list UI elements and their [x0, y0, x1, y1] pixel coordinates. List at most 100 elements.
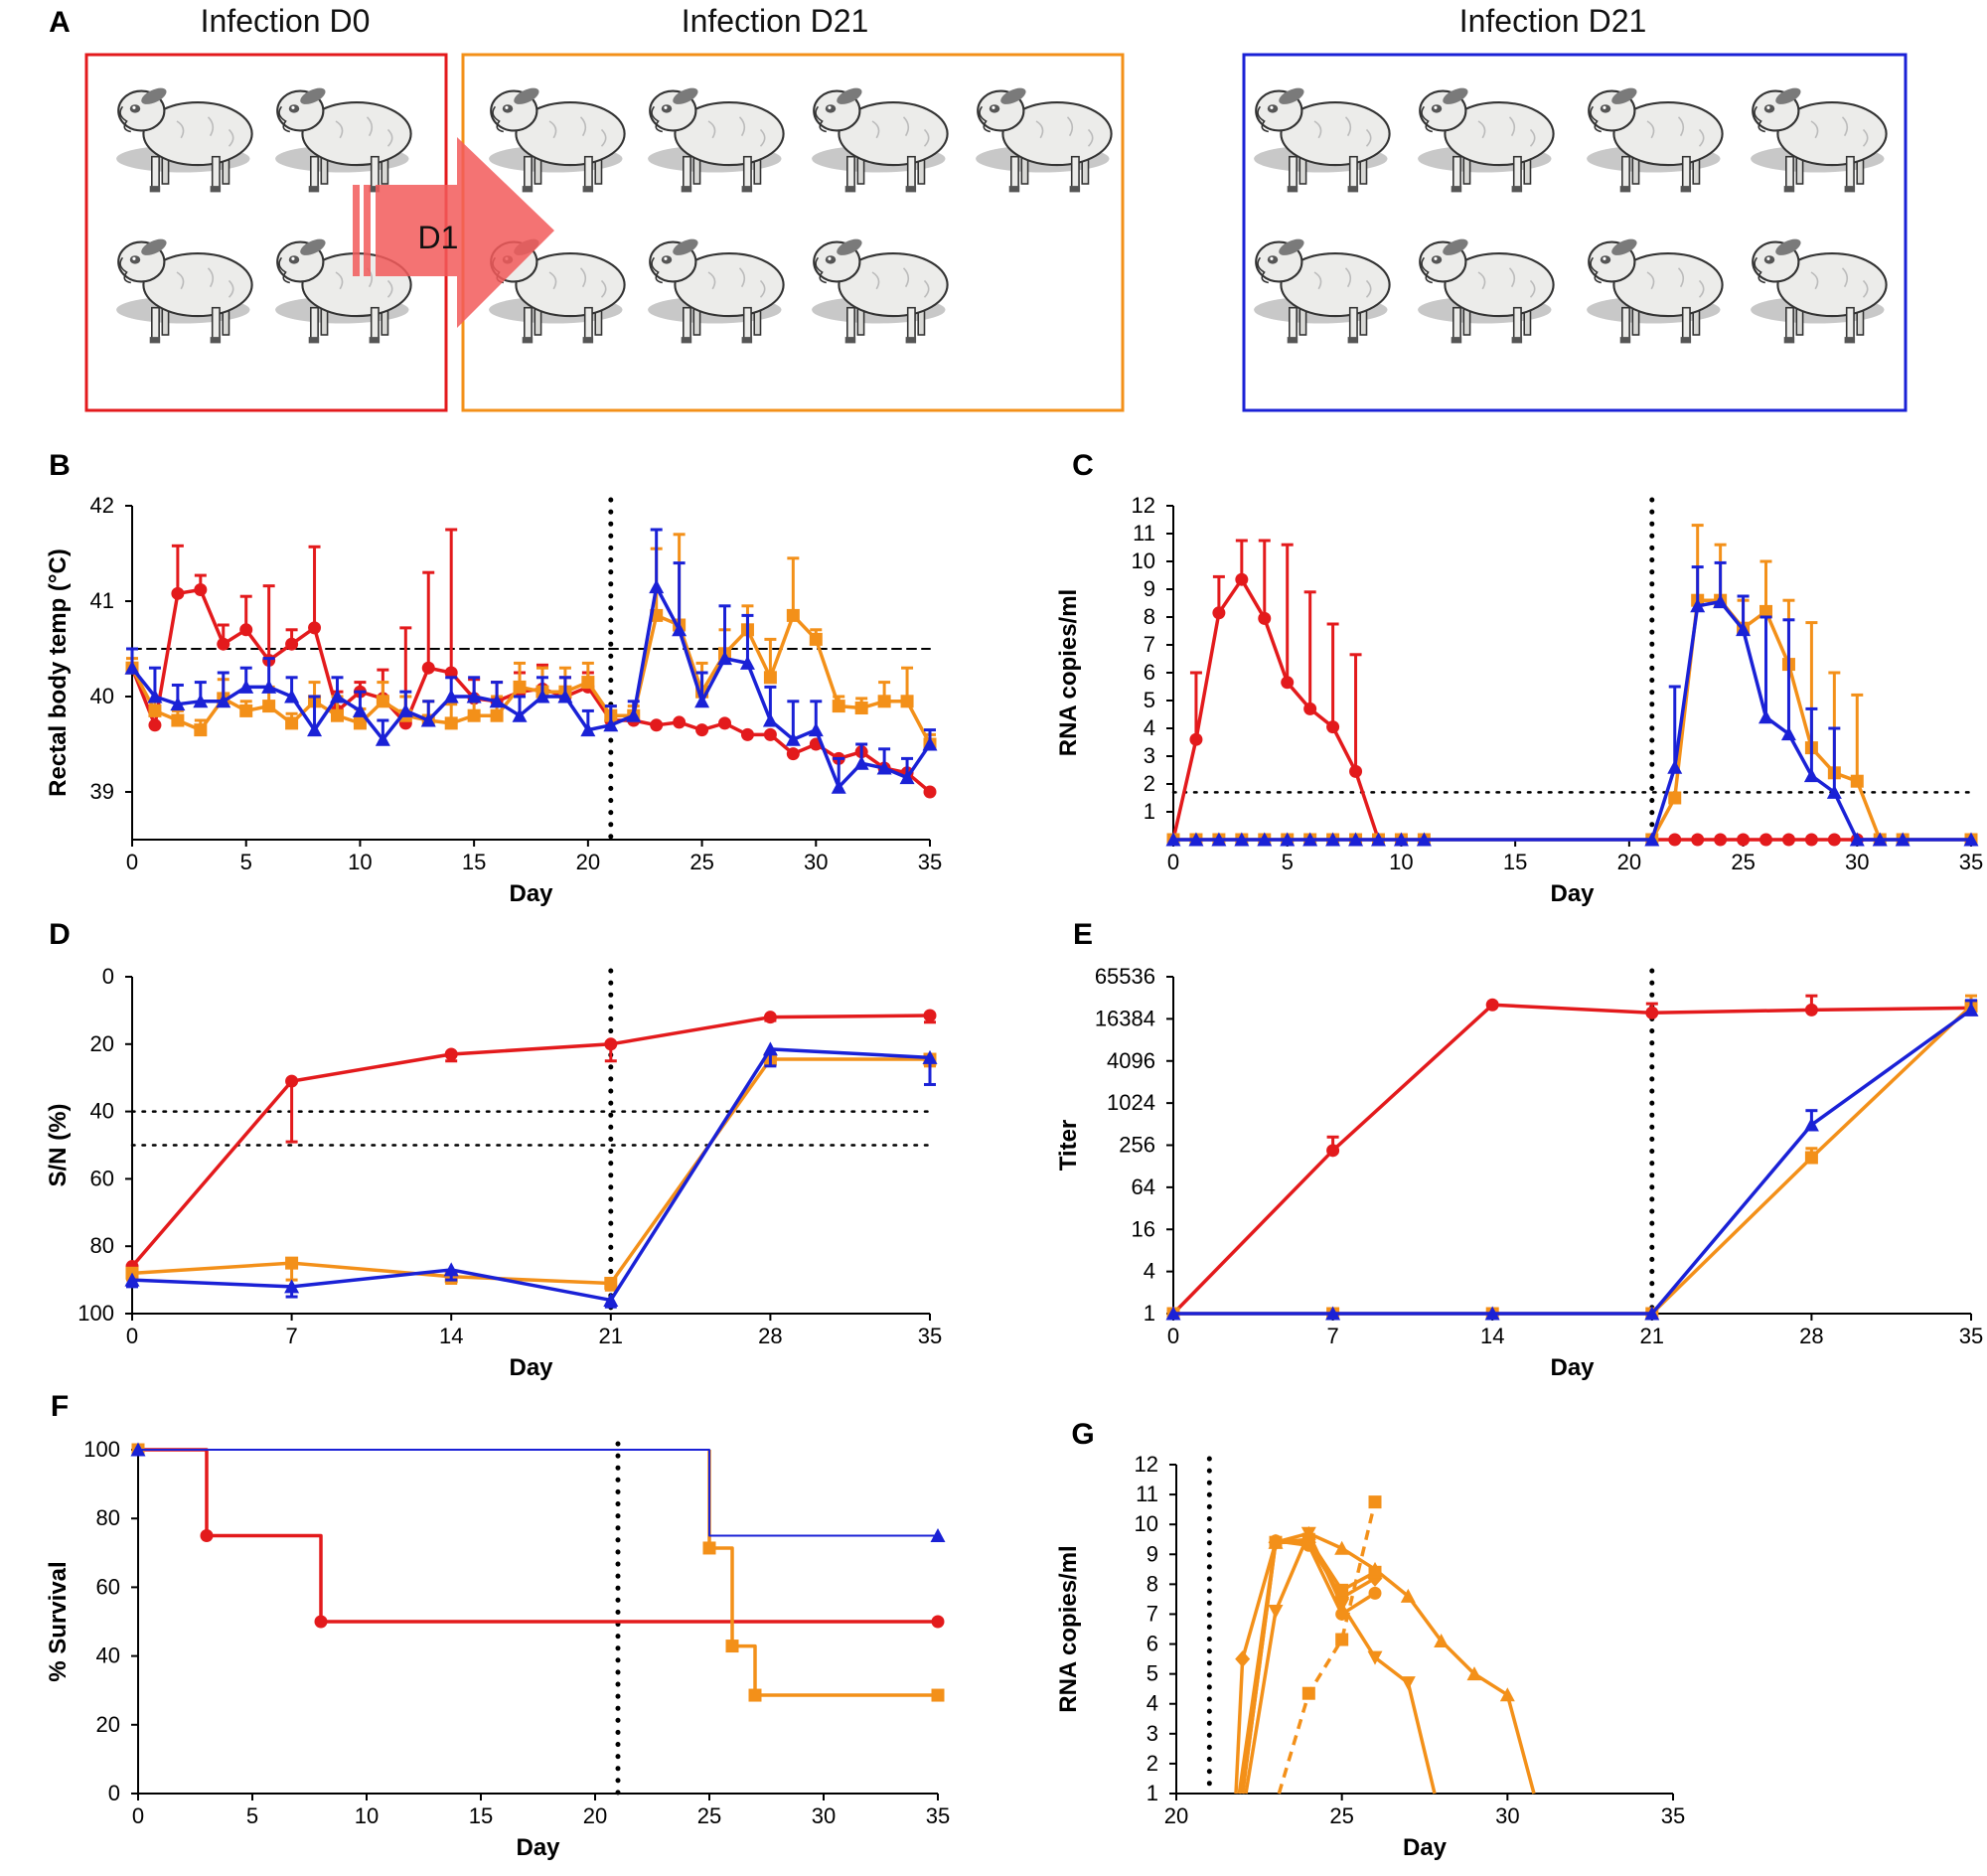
data-point — [1280, 832, 1296, 847]
data-point — [284, 689, 300, 704]
series-d21-control — [130, 1442, 946, 1542]
x-tick-label: 28 — [1799, 1324, 1823, 1348]
series-d0-infected — [125, 1009, 937, 1275]
data-point — [171, 586, 185, 600]
panel-letter-a: A — [49, 6, 71, 39]
data-point — [376, 695, 389, 708]
series-line — [130, 1014, 931, 1268]
y-tick-label: 40 — [90, 1099, 114, 1124]
data-point — [1334, 1540, 1350, 1555]
sheep-icon — [647, 83, 785, 194]
data-point — [694, 694, 710, 708]
series-animal-6 — [1240, 1525, 1536, 1795]
data-point — [1872, 832, 1888, 847]
y-tick-label: 2 — [1144, 771, 1155, 796]
arrow-stripe — [364, 185, 371, 276]
data-point — [1668, 833, 1682, 847]
x-tick-label: 20 — [583, 1803, 607, 1828]
data-point — [923, 1009, 937, 1022]
data-point — [314, 1615, 328, 1629]
x-tick-label: 25 — [689, 850, 713, 874]
chart-d: D Day S/N (%) 0 7 14 21 28 35 0 20 40 60 80 100 — [45, 918, 942, 1381]
data-point — [307, 722, 323, 737]
data-point — [718, 716, 732, 730]
data-point — [171, 713, 185, 727]
data-point — [1349, 764, 1363, 778]
y-tick-label: 3 — [1146, 1721, 1158, 1746]
y-tick-label: 8 — [1144, 604, 1155, 629]
data-point — [1303, 702, 1317, 715]
series-line — [1171, 577, 1381, 841]
data-point — [1258, 611, 1272, 625]
y-tick-label: 60 — [96, 1574, 120, 1599]
y-tick-label: 11 — [1136, 1482, 1158, 1506]
panel-letter-b: B — [49, 449, 71, 482]
data-point — [930, 1528, 946, 1542]
series-line — [1240, 1531, 1536, 1795]
y-tick-label: 40 — [90, 684, 114, 708]
series-d21-control — [124, 1041, 938, 1309]
x-tick-label: 35 — [1959, 1324, 1983, 1348]
data-point — [420, 712, 436, 727]
data-point — [1484, 1306, 1500, 1321]
data-point — [1667, 759, 1683, 774]
data-point — [673, 715, 687, 729]
y-tick-label: 16384 — [1095, 1006, 1155, 1030]
data-point — [900, 695, 914, 708]
group-title: Infection D21 — [1459, 3, 1647, 39]
data-point — [262, 700, 276, 713]
data-point — [443, 1262, 459, 1277]
data-point — [1780, 726, 1796, 741]
data-point — [1644, 1306, 1660, 1321]
data-point — [124, 1272, 140, 1287]
x-tick-label: 0 — [1167, 1324, 1179, 1348]
data-point — [397, 703, 413, 717]
data-point — [239, 704, 253, 717]
arrow-stripe — [353, 185, 360, 276]
series-line — [131, 1057, 930, 1286]
y-tick-label: 16 — [1132, 1216, 1155, 1241]
data-point — [285, 1074, 299, 1088]
x-tick-label: 25 — [697, 1803, 721, 1828]
y-tick-label: 6 — [1146, 1632, 1158, 1656]
panel-letter-f: F — [51, 1390, 69, 1423]
data-point — [329, 689, 345, 704]
y-tick-label: 1024 — [1107, 1090, 1155, 1115]
series-line — [1244, 1531, 1437, 1795]
series-line — [1171, 1003, 1972, 1316]
panel-letter-d: D — [49, 918, 71, 951]
series-d0-infected — [1166, 994, 1978, 1321]
data-point — [1803, 768, 1819, 783]
data-point — [490, 708, 504, 722]
panel-a: A Infection D0 Infection D21 Infection D21 D… — [49, 3, 1908, 412]
data-point — [421, 661, 435, 675]
data-point — [1348, 832, 1364, 847]
x-tick-label: 10 — [355, 1803, 379, 1828]
data-point — [832, 700, 845, 713]
data-point — [899, 770, 915, 785]
data-point — [1300, 1525, 1316, 1540]
data-point — [1334, 1598, 1350, 1613]
data-point — [649, 579, 665, 594]
data-point — [467, 708, 481, 722]
x-tick-label: 5 — [1282, 850, 1294, 874]
arrow-label: D1 — [418, 220, 459, 255]
series-d21-control — [124, 528, 938, 794]
series-d0-infected-late — [1645, 833, 1887, 847]
data-point — [748, 1688, 762, 1702]
series-line — [1173, 1008, 1973, 1316]
series-line — [1277, 1501, 1377, 1795]
x-axis-title: Day — [1550, 1354, 1595, 1381]
chart-b: B Day Rectal body temp (°C) 0 5 10 15 20 25 30 35 3… — [45, 449, 942, 907]
data-point — [466, 689, 482, 704]
data-point — [786, 608, 800, 622]
y-tick-label: 41 — [90, 588, 114, 613]
series-line — [1173, 1005, 1973, 1316]
x-tick-label: 25 — [1731, 850, 1755, 874]
data-point — [603, 1292, 619, 1307]
x-axis-title: Day — [509, 880, 553, 907]
y-tick-label: 8 — [1146, 1571, 1158, 1596]
x-tick-label: 20 — [1164, 1803, 1188, 1828]
data-point — [1235, 572, 1249, 586]
